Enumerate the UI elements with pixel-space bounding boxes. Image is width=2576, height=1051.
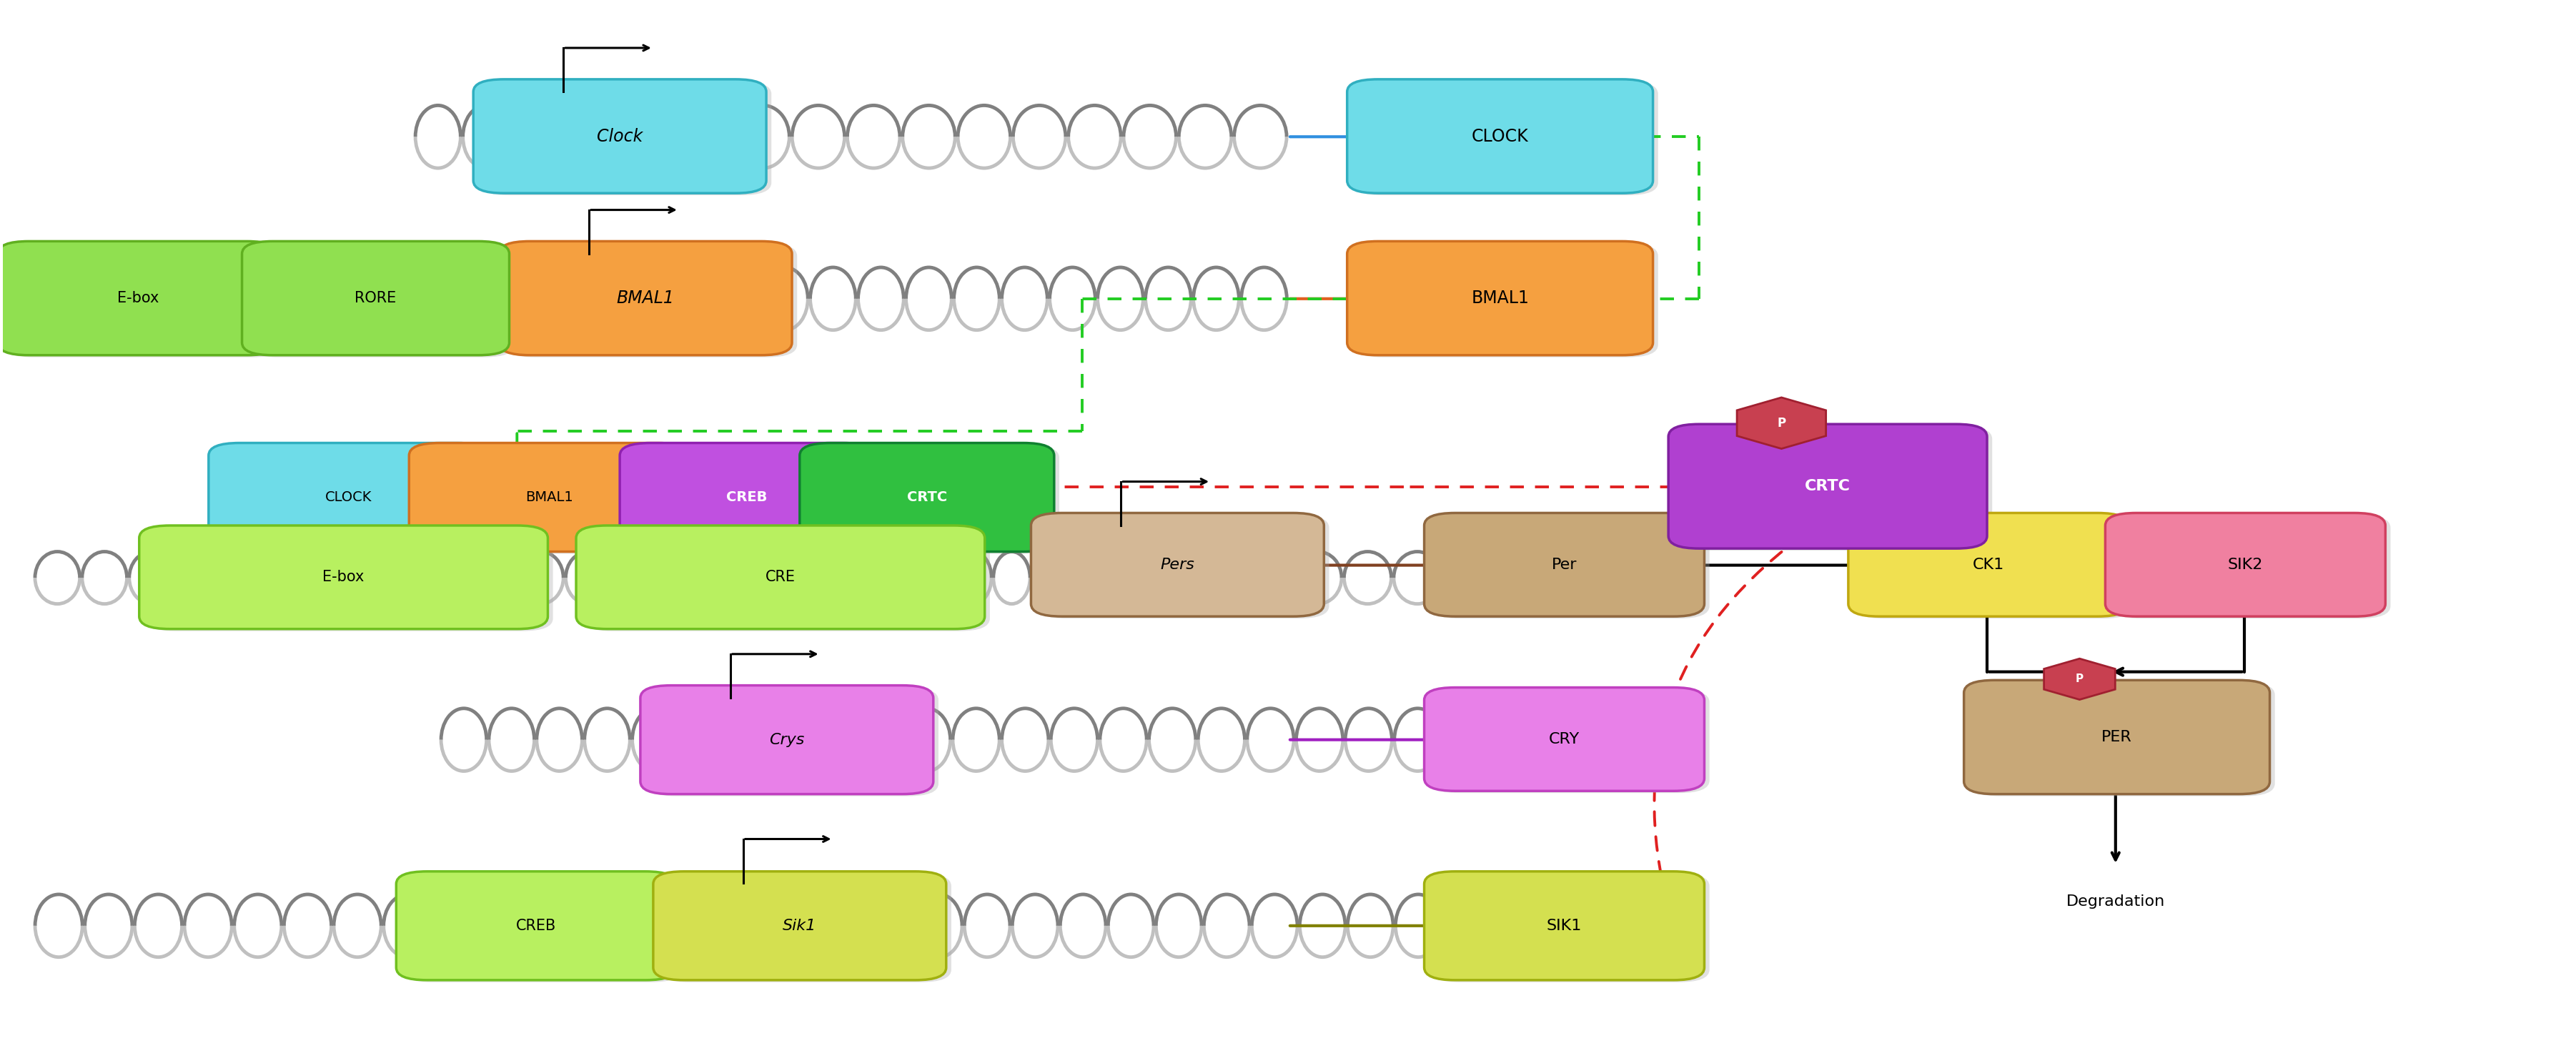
Text: SIK2: SIK2 <box>2228 557 2262 572</box>
Text: Per: Per <box>1551 557 1577 572</box>
Text: RORE: RORE <box>355 291 397 306</box>
FancyBboxPatch shape <box>0 242 278 355</box>
FancyBboxPatch shape <box>1430 689 1710 794</box>
FancyBboxPatch shape <box>1425 687 1705 791</box>
FancyBboxPatch shape <box>654 871 945 981</box>
FancyBboxPatch shape <box>479 81 770 195</box>
FancyBboxPatch shape <box>577 526 984 628</box>
FancyBboxPatch shape <box>1352 81 1659 195</box>
Polygon shape <box>1736 397 1826 449</box>
FancyBboxPatch shape <box>242 242 510 355</box>
Text: CRTC: CRTC <box>907 491 948 504</box>
FancyBboxPatch shape <box>621 442 873 552</box>
Text: CRTC: CRTC <box>1806 479 1850 494</box>
Text: Clock: Clock <box>598 127 644 145</box>
FancyBboxPatch shape <box>799 442 1054 552</box>
FancyBboxPatch shape <box>397 871 677 981</box>
FancyBboxPatch shape <box>1347 242 1654 355</box>
FancyBboxPatch shape <box>2110 515 2391 618</box>
Text: Sik1: Sik1 <box>783 919 817 933</box>
FancyBboxPatch shape <box>1430 873 1710 983</box>
FancyBboxPatch shape <box>1674 427 1991 551</box>
FancyBboxPatch shape <box>1968 682 2275 797</box>
FancyBboxPatch shape <box>582 528 989 631</box>
FancyBboxPatch shape <box>144 528 554 631</box>
FancyBboxPatch shape <box>139 526 549 628</box>
Text: Degradation: Degradation <box>2066 894 2164 909</box>
Text: E-box: E-box <box>116 291 160 306</box>
Text: SIK1: SIK1 <box>1546 919 1582 933</box>
Text: CLOCK: CLOCK <box>1471 127 1528 145</box>
Text: Pers: Pers <box>1159 557 1195 572</box>
FancyBboxPatch shape <box>474 79 765 193</box>
FancyBboxPatch shape <box>641 685 933 795</box>
FancyBboxPatch shape <box>410 442 690 552</box>
FancyBboxPatch shape <box>659 873 951 983</box>
Text: P: P <box>1777 416 1785 430</box>
Text: BMAL1: BMAL1 <box>526 491 572 504</box>
FancyBboxPatch shape <box>1430 515 1710 618</box>
FancyBboxPatch shape <box>1036 515 1329 618</box>
FancyBboxPatch shape <box>247 244 515 357</box>
FancyBboxPatch shape <box>804 445 1059 554</box>
FancyBboxPatch shape <box>1347 79 1654 193</box>
Text: E-box: E-box <box>322 570 363 584</box>
Text: CREB: CREB <box>515 919 556 933</box>
Text: CK1: CK1 <box>1973 557 2004 572</box>
FancyBboxPatch shape <box>1425 513 1705 617</box>
FancyBboxPatch shape <box>1669 425 1986 549</box>
FancyBboxPatch shape <box>505 244 796 357</box>
FancyBboxPatch shape <box>209 442 489 552</box>
Polygon shape <box>2043 659 2115 700</box>
FancyBboxPatch shape <box>2105 513 2385 617</box>
FancyBboxPatch shape <box>402 873 683 983</box>
FancyBboxPatch shape <box>500 242 791 355</box>
Text: CRE: CRE <box>765 570 796 584</box>
Text: CREB: CREB <box>726 491 768 504</box>
Text: CLOCK: CLOCK <box>325 491 371 504</box>
Text: BMAL1: BMAL1 <box>616 290 675 307</box>
FancyBboxPatch shape <box>647 687 938 797</box>
FancyBboxPatch shape <box>1847 513 2128 617</box>
Text: P: P <box>2076 674 2084 684</box>
FancyBboxPatch shape <box>3 244 283 357</box>
Text: Crys: Crys <box>770 733 804 747</box>
Text: CRY: CRY <box>1548 733 1579 746</box>
FancyBboxPatch shape <box>1030 513 1324 617</box>
FancyBboxPatch shape <box>1963 680 2269 795</box>
FancyBboxPatch shape <box>1425 871 1705 981</box>
FancyBboxPatch shape <box>214 445 495 554</box>
FancyBboxPatch shape <box>626 445 878 554</box>
Text: BMAL1: BMAL1 <box>1471 290 1530 307</box>
Text: PER: PER <box>2102 730 2133 744</box>
FancyBboxPatch shape <box>1352 244 1659 357</box>
FancyBboxPatch shape <box>1852 515 2133 618</box>
FancyBboxPatch shape <box>415 445 696 554</box>
